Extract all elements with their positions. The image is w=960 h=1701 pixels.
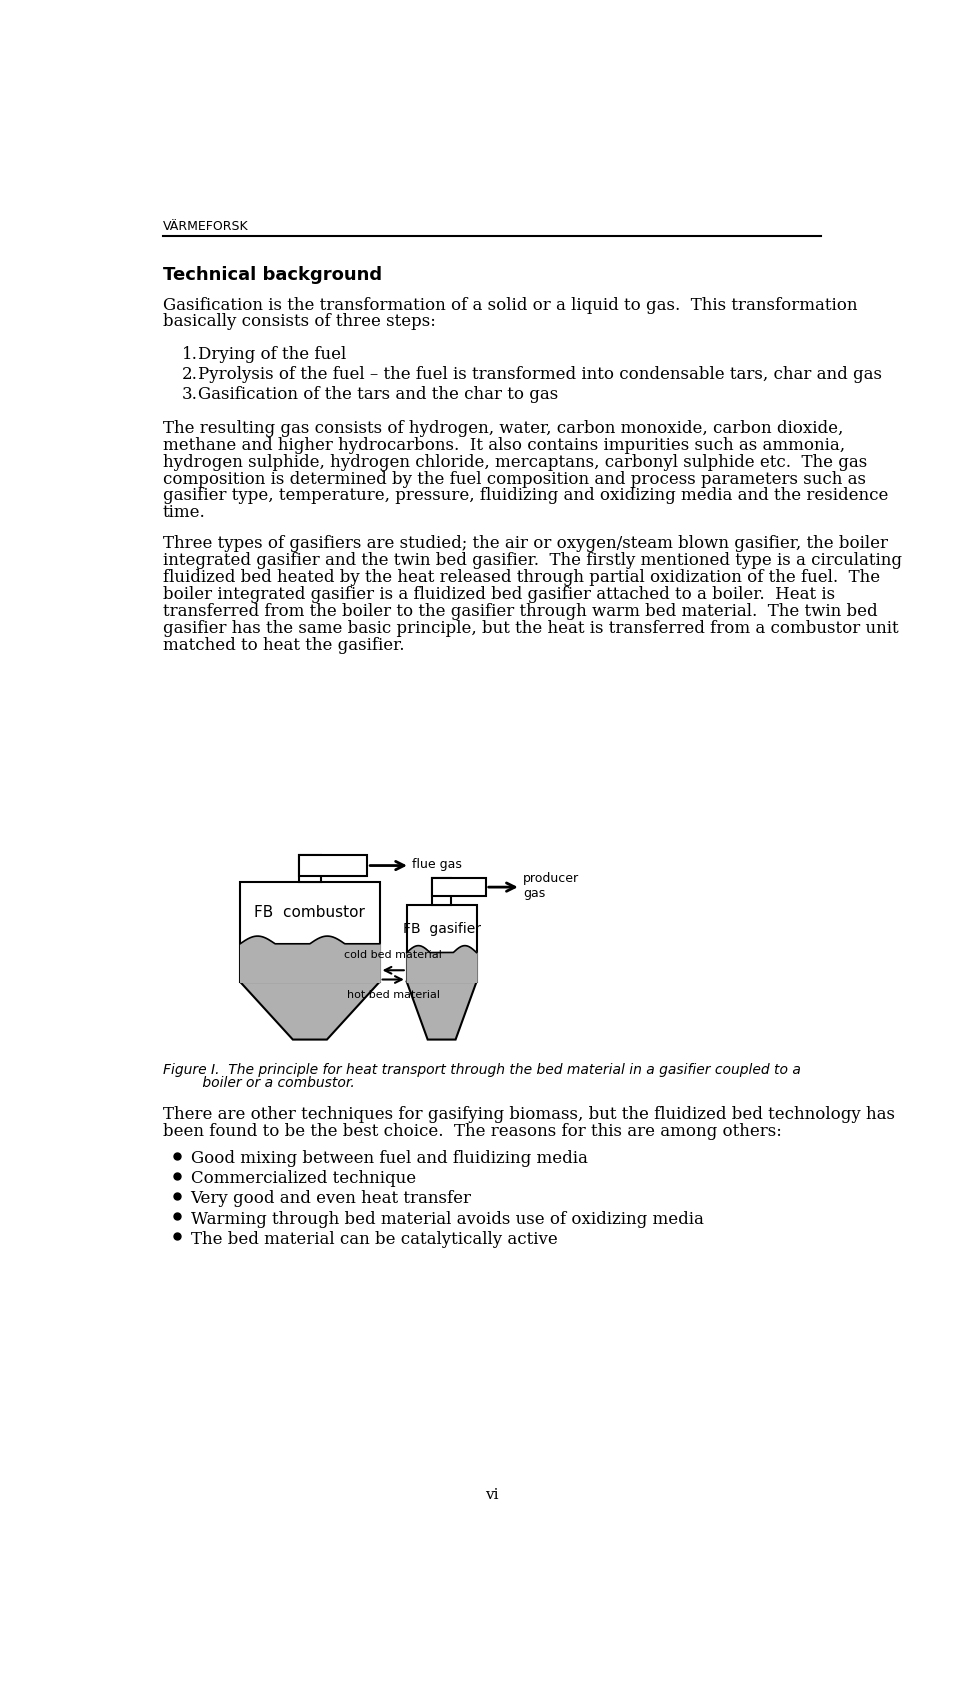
Text: Good mixing between fuel and fluidizing media: Good mixing between fuel and fluidizing … — [190, 1150, 588, 1167]
Bar — [407, 905, 476, 981]
Text: hydrogen sulphide, hydrogen chloride, mercaptans, carbonyl sulphide etc.  The ga: hydrogen sulphide, hydrogen chloride, me… — [162, 454, 867, 471]
Text: Pyrolysis of the fuel – the fuel is transformed into condensable tars, char and : Pyrolysis of the fuel – the fuel is tran… — [198, 366, 881, 383]
Text: Commercialized technique: Commercialized technique — [190, 1170, 416, 1187]
Text: flue gas: flue gas — [412, 857, 462, 871]
Text: Gasification of the tars and the char to gas: Gasification of the tars and the char to… — [198, 386, 558, 403]
Text: vi: vi — [485, 1488, 499, 1502]
Text: cold bed material: cold bed material — [345, 951, 443, 961]
Bar — [432, 878, 486, 896]
Text: The bed material can be catalytically active: The bed material can be catalytically ac… — [190, 1230, 557, 1247]
Bar — [299, 856, 321, 881]
Text: The resulting gas consists of hydrogen, water, carbon monoxide, carbon dioxide,: The resulting gas consists of hydrogen, … — [162, 420, 843, 437]
Text: boiler or a combustor.: boiler or a combustor. — [162, 1075, 354, 1090]
Text: 1.: 1. — [182, 345, 198, 362]
Text: FB  gasifier: FB gasifier — [402, 922, 481, 936]
Bar — [240, 881, 379, 981]
Text: matched to heat the gasifier.: matched to heat the gasifier. — [162, 636, 404, 653]
Text: FB  combustor: FB combustor — [254, 905, 366, 920]
Text: Warming through bed material avoids use of oxidizing media: Warming through bed material avoids use … — [190, 1211, 704, 1228]
Text: There are other techniques for gasifying biomass, but the fluidized bed technolo: There are other techniques for gasifying… — [162, 1106, 895, 1123]
Text: methane and higher hydrocarbons.  It also contains impurities such as ammonia,: methane and higher hydrocarbons. It also… — [162, 437, 845, 454]
Text: VÄRMEFORSK: VÄRMEFORSK — [162, 219, 249, 233]
Text: composition is determined by the fuel composition and process parameters such as: composition is determined by the fuel co… — [162, 471, 866, 488]
Polygon shape — [240, 981, 379, 1039]
Text: 2.: 2. — [182, 366, 198, 383]
Text: integrated gasifier and the twin bed gasifier.  The firstly mentioned type is a : integrated gasifier and the twin bed gas… — [162, 553, 901, 570]
Text: producer
gas: producer gas — [523, 871, 579, 900]
Text: Drying of the fuel: Drying of the fuel — [198, 345, 346, 362]
Text: gasifier type, temperature, pressure, fluidizing and oxidizing media and the res: gasifier type, temperature, pressure, fl… — [162, 488, 888, 505]
Text: Technical background: Technical background — [162, 265, 382, 284]
Text: fluidized bed heated by the heat released through partial oxidization of the fue: fluidized bed heated by the heat release… — [162, 570, 879, 587]
Bar — [240, 944, 379, 981]
Text: Figure I.  The principle for heat transport through the bed material in a gasifi: Figure I. The principle for heat transpo… — [162, 1063, 801, 1077]
Bar — [407, 953, 476, 981]
Text: boiler integrated gasifier is a fluidized bed gasifier attached to a boiler.  He: boiler integrated gasifier is a fluidize… — [162, 587, 835, 604]
Text: time.: time. — [162, 505, 205, 522]
Bar — [432, 878, 451, 905]
Text: been found to be the best choice.  The reasons for this are among others:: been found to be the best choice. The re… — [162, 1123, 781, 1140]
Polygon shape — [407, 981, 476, 1039]
Text: hot bed material: hot bed material — [347, 990, 440, 1000]
Text: basically consists of three steps:: basically consists of three steps: — [162, 313, 436, 330]
Text: transferred from the boiler to the gasifier through warm bed material.  The twin: transferred from the boiler to the gasif… — [162, 602, 877, 619]
Bar — [299, 856, 368, 876]
Text: Three types of gasifiers are studied; the air or oxygen/steam blown gasifier, th: Three types of gasifiers are studied; th… — [162, 536, 888, 553]
Text: Gasification is the transformation of a solid or a liquid to gas.  This transfor: Gasification is the transformation of a … — [162, 296, 857, 313]
Text: 3.: 3. — [182, 386, 198, 403]
Text: gasifier has the same basic principle, but the heat is transferred from a combus: gasifier has the same basic principle, b… — [162, 619, 899, 636]
Text: Very good and even heat transfer: Very good and even heat transfer — [190, 1191, 471, 1208]
